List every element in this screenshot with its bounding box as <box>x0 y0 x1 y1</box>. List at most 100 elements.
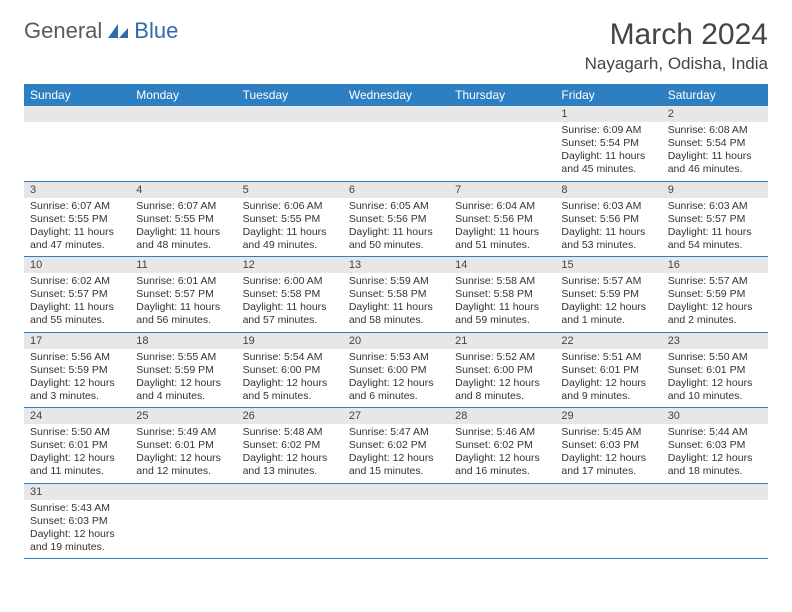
day-line-dl1: Daylight: 12 hours <box>561 301 655 314</box>
calendar-cell: 8Sunrise: 6:03 AMSunset: 5:56 PMDaylight… <box>555 181 661 257</box>
day-number <box>555 484 661 500</box>
calendar-row: 3Sunrise: 6:07 AMSunset: 5:55 PMDaylight… <box>24 181 768 257</box>
day-line-dl2: and 59 minutes. <box>455 314 549 327</box>
day-line-ss: Sunset: 5:59 PM <box>668 288 762 301</box>
weekday-header: Friday <box>555 84 661 106</box>
day-number: 28 <box>449 408 555 424</box>
day-line-dl2: and 13 minutes. <box>243 465 337 478</box>
day-line-ss: Sunset: 5:58 PM <box>349 288 443 301</box>
day-details: Sunrise: 5:43 AMSunset: 6:03 PMDaylight:… <box>24 500 130 559</box>
day-line-sr: Sunrise: 6:05 AM <box>349 200 443 213</box>
day-number: 25 <box>130 408 236 424</box>
calendar-cell: 30Sunrise: 5:44 AMSunset: 6:03 PMDayligh… <box>662 408 768 484</box>
day-number <box>130 484 236 500</box>
day-number: 15 <box>555 257 661 273</box>
calendar-cell: 4Sunrise: 6:07 AMSunset: 5:55 PMDaylight… <box>130 181 236 257</box>
calendar-cell <box>130 483 236 559</box>
day-line-ss: Sunset: 6:01 PM <box>136 439 230 452</box>
day-line-ss: Sunset: 5:54 PM <box>561 137 655 150</box>
day-details: Sunrise: 6:07 AMSunset: 5:55 PMDaylight:… <box>130 198 236 257</box>
day-line-dl1: Daylight: 11 hours <box>136 226 230 239</box>
day-line-dl2: and 54 minutes. <box>668 239 762 252</box>
day-line-sr: Sunrise: 5:50 AM <box>30 426 124 439</box>
day-details: Sunrise: 6:09 AMSunset: 5:54 PMDaylight:… <box>555 122 661 181</box>
calendar-cell <box>662 483 768 559</box>
day-line-ss: Sunset: 5:56 PM <box>349 213 443 226</box>
day-line-sr: Sunrise: 5:57 AM <box>561 275 655 288</box>
day-line-dl2: and 58 minutes. <box>349 314 443 327</box>
day-number: 18 <box>130 333 236 349</box>
day-number: 16 <box>662 257 768 273</box>
day-details: Sunrise: 5:59 AMSunset: 5:58 PMDaylight:… <box>343 273 449 332</box>
day-line-sr: Sunrise: 6:08 AM <box>668 124 762 137</box>
day-details: Sunrise: 5:56 AMSunset: 5:59 PMDaylight:… <box>24 349 130 408</box>
day-number: 5 <box>237 182 343 198</box>
calendar-cell: 1Sunrise: 6:09 AMSunset: 5:54 PMDaylight… <box>555 106 661 181</box>
day-line-sr: Sunrise: 6:09 AM <box>561 124 655 137</box>
day-line-ss: Sunset: 6:01 PM <box>30 439 124 452</box>
day-number: 22 <box>555 333 661 349</box>
day-line-dl1: Daylight: 11 hours <box>243 301 337 314</box>
calendar-cell: 26Sunrise: 5:48 AMSunset: 6:02 PMDayligh… <box>237 408 343 484</box>
day-line-sr: Sunrise: 5:54 AM <box>243 351 337 364</box>
day-line-dl1: Daylight: 11 hours <box>668 226 762 239</box>
day-line-dl2: and 18 minutes. <box>668 465 762 478</box>
day-line-ss: Sunset: 5:54 PM <box>668 137 762 150</box>
day-line-dl1: Daylight: 12 hours <box>561 452 655 465</box>
day-line-dl1: Daylight: 12 hours <box>455 452 549 465</box>
day-line-dl2: and 9 minutes. <box>561 390 655 403</box>
day-line-dl1: Daylight: 12 hours <box>30 528 124 541</box>
day-line-dl2: and 45 minutes. <box>561 163 655 176</box>
day-number: 10 <box>24 257 130 273</box>
day-line-dl1: Daylight: 11 hours <box>668 150 762 163</box>
day-details: Sunrise: 6:01 AMSunset: 5:57 PMDaylight:… <box>130 273 236 332</box>
day-details: Sunrise: 5:54 AMSunset: 6:00 PMDaylight:… <box>237 349 343 408</box>
day-line-dl2: and 47 minutes. <box>30 239 124 252</box>
day-line-sr: Sunrise: 5:45 AM <box>561 426 655 439</box>
calendar-cell: 6Sunrise: 6:05 AMSunset: 5:56 PMDaylight… <box>343 181 449 257</box>
day-line-ss: Sunset: 6:02 PM <box>349 439 443 452</box>
day-line-dl2: and 53 minutes. <box>561 239 655 252</box>
day-line-ss: Sunset: 5:56 PM <box>561 213 655 226</box>
day-line-sr: Sunrise: 5:55 AM <box>136 351 230 364</box>
calendar-cell: 19Sunrise: 5:54 AMSunset: 6:00 PMDayligh… <box>237 332 343 408</box>
day-line-sr: Sunrise: 5:52 AM <box>455 351 549 364</box>
day-line-dl1: Daylight: 12 hours <box>561 377 655 390</box>
day-number: 24 <box>24 408 130 424</box>
day-line-sr: Sunrise: 5:58 AM <box>455 275 549 288</box>
day-number: 9 <box>662 182 768 198</box>
day-line-ss: Sunset: 6:01 PM <box>668 364 762 377</box>
day-line-sr: Sunrise: 6:03 AM <box>668 200 762 213</box>
day-line-dl1: Daylight: 11 hours <box>30 226 124 239</box>
day-number <box>449 106 555 122</box>
day-number: 7 <box>449 182 555 198</box>
day-number <box>130 106 236 122</box>
day-line-dl1: Daylight: 11 hours <box>561 226 655 239</box>
page-title: March 2024 <box>585 18 768 52</box>
day-number: 20 <box>343 333 449 349</box>
day-line-dl2: and 48 minutes. <box>136 239 230 252</box>
day-line-sr: Sunrise: 6:07 AM <box>30 200 124 213</box>
day-line-dl2: and 11 minutes. <box>30 465 124 478</box>
calendar-cell: 15Sunrise: 5:57 AMSunset: 5:59 PMDayligh… <box>555 257 661 333</box>
day-line-dl1: Daylight: 11 hours <box>243 226 337 239</box>
day-line-ss: Sunset: 5:55 PM <box>243 213 337 226</box>
calendar-cell <box>449 106 555 181</box>
calendar-cell: 28Sunrise: 5:46 AMSunset: 6:02 PMDayligh… <box>449 408 555 484</box>
calendar-cell: 21Sunrise: 5:52 AMSunset: 6:00 PMDayligh… <box>449 332 555 408</box>
day-details: Sunrise: 6:06 AMSunset: 5:55 PMDaylight:… <box>237 198 343 257</box>
day-line-dl1: Daylight: 12 hours <box>668 377 762 390</box>
day-line-sr: Sunrise: 5:48 AM <box>243 426 337 439</box>
day-details: Sunrise: 5:46 AMSunset: 6:02 PMDaylight:… <box>449 424 555 483</box>
day-details: Sunrise: 6:07 AMSunset: 5:55 PMDaylight:… <box>24 198 130 257</box>
day-number: 19 <box>237 333 343 349</box>
day-number <box>237 106 343 122</box>
calendar-cell: 31Sunrise: 5:43 AMSunset: 6:03 PMDayligh… <box>24 483 130 559</box>
day-line-dl1: Daylight: 11 hours <box>455 301 549 314</box>
day-line-dl2: and 55 minutes. <box>30 314 124 327</box>
day-line-sr: Sunrise: 5:50 AM <box>668 351 762 364</box>
day-line-dl1: Daylight: 12 hours <box>243 452 337 465</box>
day-line-dl2: and 16 minutes. <box>455 465 549 478</box>
day-details: Sunrise: 5:57 AMSunset: 5:59 PMDaylight:… <box>555 273 661 332</box>
day-line-sr: Sunrise: 5:53 AM <box>349 351 443 364</box>
